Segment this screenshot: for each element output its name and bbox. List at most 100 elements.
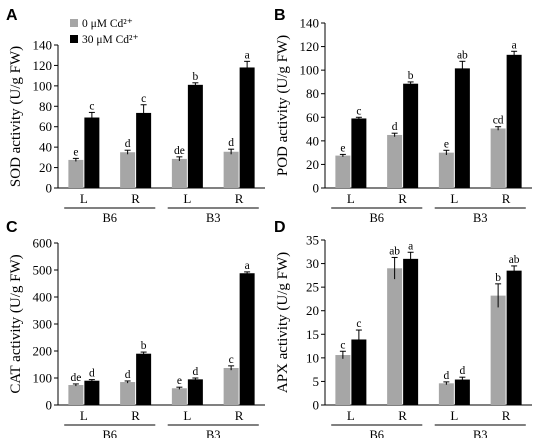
legend-swatch-cd (70, 35, 78, 43)
bar-control (387, 268, 403, 405)
bar-cd (403, 258, 419, 405)
significance-letter: de (70, 372, 81, 384)
y-tick-label: 0 (46, 398, 53, 413)
significance-letter: a (245, 49, 250, 61)
legend-entry: 0 μM Cd²⁺ (82, 18, 133, 30)
y-tick-label: 40 (39, 140, 52, 155)
x-category-label: L (347, 408, 355, 423)
y-axis-label: CAT activity (U/g FW) (8, 254, 24, 393)
x-category-label: L (450, 408, 458, 423)
significance-letter: e (340, 142, 345, 154)
bar-cd (187, 84, 203, 188)
y-tick-label: 60 (306, 110, 319, 125)
chart-panel-c: C CAT activity (U/g FW) 0 100 200 300 400 500 60… (6, 219, 265, 438)
y-tick-label: 35 (306, 233, 319, 248)
y-tick-label: 600 (33, 236, 53, 251)
panel-letter: D (274, 219, 286, 236)
y-tick-label: 0 (46, 181, 53, 196)
bar-cd (239, 67, 255, 188)
y-tick-label: 20 (39, 160, 52, 175)
bar-cd (136, 353, 152, 405)
significance-letter: c (89, 100, 94, 112)
bar-cd (351, 339, 367, 405)
significance-letter: a (245, 260, 250, 272)
x-category-label: R (502, 191, 511, 206)
y-tick-label: 100 (300, 63, 320, 78)
significance-letter: d (444, 370, 450, 382)
y-tick-label: 60 (39, 119, 52, 134)
significance-letter: c (229, 354, 234, 366)
y-tick-label: 25 (306, 280, 319, 295)
panel-letter: C (6, 219, 18, 236)
y-tick-label: 40 (306, 133, 319, 148)
x-group-label: B6 (369, 211, 384, 225)
y-tick-label: 140 (33, 38, 53, 53)
x-group-label: B3 (473, 428, 488, 438)
significance-letter: ab (457, 49, 468, 61)
bar-control (438, 152, 454, 188)
x-category-label: L (347, 191, 355, 206)
x-category-label: R (131, 191, 140, 206)
bar-cd (454, 379, 470, 405)
y-tick-label: 100 (33, 371, 53, 386)
bar-cd (136, 112, 152, 188)
x-category-label: R (235, 191, 244, 206)
significance-letter: de (174, 145, 185, 157)
bar-control (223, 368, 239, 405)
significance-letter: c (356, 318, 361, 330)
significance-letter: ab (389, 245, 400, 257)
y-tick-label: 0 (313, 181, 320, 196)
bar-control (68, 159, 84, 188)
y-tick-label: 300 (33, 317, 53, 332)
legend-swatch-control (70, 19, 78, 27)
bar-cd (506, 54, 522, 189)
significance-letter: d (392, 121, 398, 133)
y-tick-label: 20 (306, 157, 319, 172)
x-category-label: L (183, 191, 191, 206)
x-category-label: L (450, 191, 458, 206)
y-tick-label: 80 (39, 99, 52, 114)
y-axis-label: APX activity (U/g FW) (275, 252, 291, 393)
bar-control (171, 388, 187, 405)
significance-letter: d (228, 137, 234, 149)
bar-cd (403, 83, 419, 188)
panel-letter: B (274, 7, 286, 24)
significance-letter: d (89, 368, 95, 380)
x-category-label: R (398, 408, 407, 423)
significance-letter: b (495, 272, 501, 284)
x-category-label: L (183, 408, 191, 423)
x-group-label: B6 (369, 428, 384, 438)
bar-control (335, 155, 351, 188)
y-tick-label: 30 (306, 256, 319, 271)
y-tick-label: 100 (33, 78, 53, 93)
x-group-label: B3 (206, 211, 221, 225)
bar-control (171, 158, 187, 188)
x-category-label: R (502, 408, 511, 423)
bar-cd (239, 273, 255, 405)
y-tick-label: 400 (33, 290, 53, 305)
y-tick-label: 120 (33, 58, 53, 73)
x-category-label: L (80, 191, 88, 206)
chart-panel-a: A SOD activity (U/g FW) 0 20 40 60 80 100 120 140… (6, 7, 265, 225)
significance-letter: e (444, 138, 449, 150)
bar-control (490, 295, 506, 405)
bar-control (387, 134, 403, 188)
y-tick-label: 0 (313, 398, 320, 413)
significance-letter: d (460, 365, 466, 377)
y-tick-label: 20 (306, 303, 319, 318)
bar-control (223, 151, 239, 188)
x-group-label: B3 (473, 211, 488, 225)
significance-letter: c (141, 93, 146, 105)
significance-letter: d (125, 138, 131, 150)
bar-control (120, 152, 136, 188)
x-category-label: L (80, 408, 88, 423)
y-tick-label: 140 (300, 16, 320, 31)
bar-cd (187, 379, 203, 405)
y-tick-label: 120 (300, 39, 320, 54)
significance-letter: d (125, 369, 131, 381)
panel-letter: A (6, 7, 18, 24)
bar-control (335, 355, 351, 405)
significance-letter: e (177, 375, 182, 387)
bar-control (490, 128, 506, 188)
significance-letter: d (193, 366, 199, 378)
